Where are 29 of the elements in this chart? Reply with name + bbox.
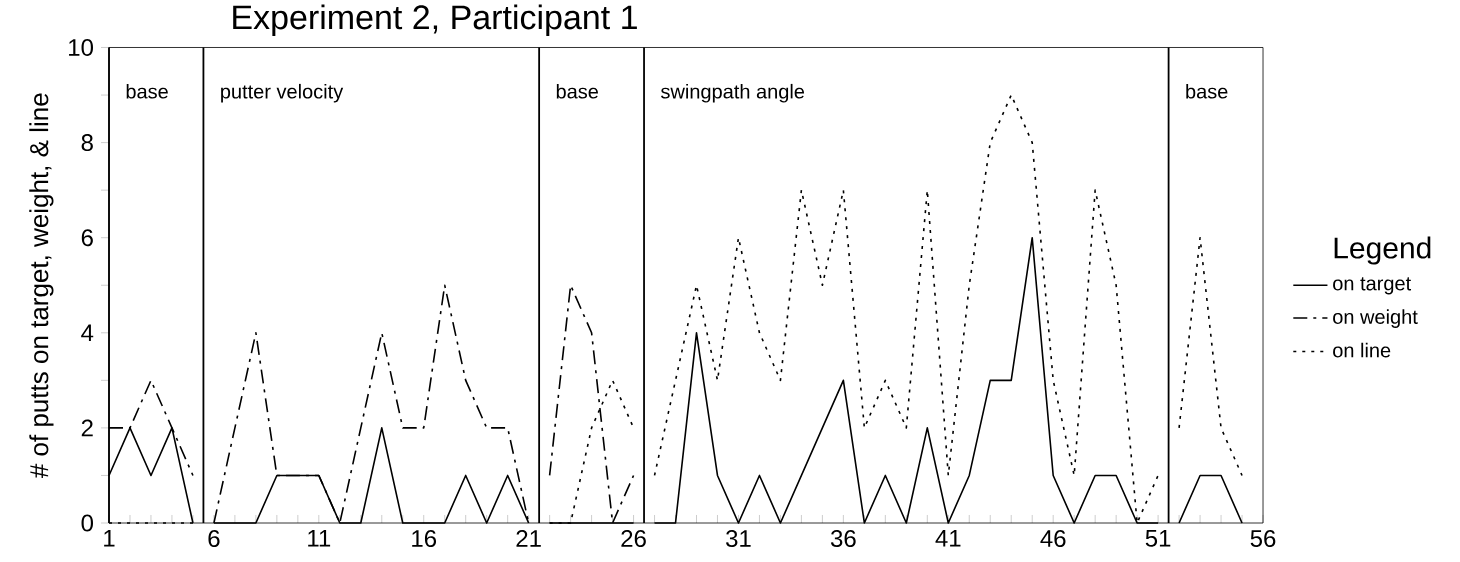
y-tick-label: 4 [81,324,94,342]
y-tick-label: 10 [69,39,93,56]
x-tick-label: 21 [516,530,541,547]
y-tick-label: 6 [81,229,93,247]
legend-title: Legend [1334,236,1431,265]
ref-line-label: base [126,83,168,99]
legend-label: on target [1333,277,1412,295]
y-axis-title: # of putts on target, weight, & line [29,93,54,479]
y-tick-label: 8 [81,134,93,152]
ref-line-label: base [556,83,598,99]
legend-label: on line [1333,342,1391,358]
x-tick-label: 51 [1145,530,1171,547]
chart-title: Experiment 2, Participant 1 [233,4,637,37]
x-tick-label: 56 [1250,530,1276,548]
legend-label: on weight [1333,309,1418,328]
y-tick-label: 2 [81,419,93,437]
x-tick-label: 11 [308,530,331,547]
ref-line-label: putter velocity [221,83,344,103]
x-tick-label: 36 [830,530,856,548]
x-tick-label: 16 [412,530,437,548]
ref-line-label: swingpath angle [661,83,805,103]
x-tick-label: 1 [104,530,115,547]
x-tick-label: 26 [621,530,646,548]
ref-line-label: base [1186,83,1228,99]
x-tick-label: 31 [726,530,751,548]
x-tick-label: 41 [935,530,961,547]
x-tick-label: 6 [208,530,220,548]
y-tick-label: 0 [81,514,94,532]
x-tick-label: 46 [1040,530,1066,548]
